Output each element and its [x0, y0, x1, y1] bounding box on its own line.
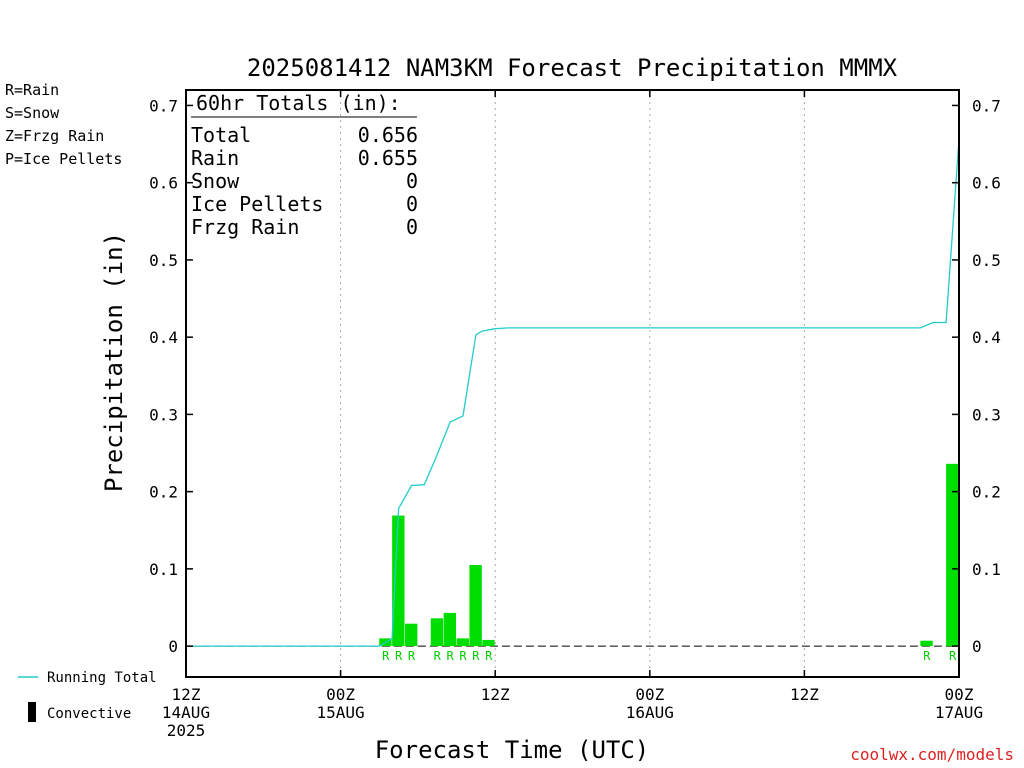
- ptype-marker: R: [446, 649, 454, 663]
- y-tick-label: 0.1: [149, 560, 178, 579]
- x-tick-label: 17AUG: [935, 703, 983, 722]
- totals-row-label: Total: [191, 123, 251, 147]
- totals-rows: Total 0.656 Rain 0.655 Snow 0 Ice Pellets 0 Frzg…: [191, 123, 418, 239]
- x-axis-title: Forecast Time (UTC): [375, 736, 650, 764]
- totals-row-value: 0: [406, 169, 418, 193]
- precip-bar: [482, 639, 495, 647]
- grid-lines: [340, 90, 805, 677]
- running-total-line-group: [186, 139, 960, 647]
- y-tick-label: 0.5: [149, 251, 178, 270]
- y-tick-label-right: 0.6: [972, 174, 1001, 193]
- credit-text: coolwx.com/models: [850, 745, 1014, 764]
- y-tick-label-right: 0.7: [972, 96, 1001, 115]
- ptype-legend-item: Z=Frzg Rain: [5, 127, 104, 145]
- x-tick-label: 2025: [167, 721, 206, 740]
- totals-row-value: 0: [406, 192, 418, 216]
- precip-bars: [379, 463, 959, 647]
- ptype-legend-item: S=Snow: [5, 104, 60, 122]
- x-tick-label: 14AUG: [162, 703, 210, 722]
- totals-row-value: 0.656: [358, 123, 418, 147]
- ptype-marker: R: [949, 649, 957, 663]
- plot-frame: [185, 89, 960, 678]
- precip-bar: [920, 640, 933, 647]
- y-axis-title: Precipitation (in): [100, 232, 128, 492]
- precip-bar: [469, 565, 482, 647]
- ptype-legend-item: R=Rain: [5, 81, 59, 99]
- precip-bar: [405, 623, 418, 647]
- ptype-legend: R=Rain S=Snow Z=Frzg Rain P=Ice Pellets: [5, 81, 122, 168]
- ptype-marker: R: [485, 649, 493, 663]
- x-tick-label: 12Z: [790, 685, 819, 704]
- y-tick-label-right: 0.3: [972, 405, 1001, 424]
- x-tick-label: 16AUG: [626, 703, 674, 722]
- ptype-marker: R: [395, 649, 403, 663]
- totals-row-label: Rain: [191, 146, 239, 170]
- totals-row-value: 0: [406, 215, 418, 239]
- ptype-marker: R: [382, 649, 390, 663]
- series-legend: Running Total Convective: [18, 670, 157, 722]
- x-tick-label: 00Z: [326, 685, 355, 704]
- ptype-legend-item: P=Ice Pellets: [5, 150, 122, 168]
- precip-bar: [430, 618, 444, 647]
- y-tick-label: 0.4: [149, 328, 178, 347]
- totals-header: 60hr Totals (in):: [196, 91, 401, 115]
- convective-legend-swatch: [28, 702, 36, 722]
- x-tick-label: 15AUG: [317, 703, 365, 722]
- totals-row-label: Snow: [191, 169, 240, 193]
- running-total-line: [186, 139, 960, 647]
- y-tick-label-right: 0.5: [972, 251, 1001, 270]
- precip-bar: [392, 515, 405, 647]
- x-tick-label: 12Z: [481, 685, 510, 704]
- y-tick-label: 0.7: [149, 96, 178, 115]
- x-tick-label: 00Z: [945, 685, 974, 704]
- ptype-marker: R: [923, 649, 931, 663]
- precip-bar: [443, 612, 457, 647]
- y-tick-label-right: 0: [972, 637, 982, 656]
- ptype-marker: R: [434, 649, 442, 663]
- ptype-marker: R: [459, 649, 467, 663]
- precip-bar: [946, 463, 959, 647]
- y-tick-label: 0: [168, 637, 178, 656]
- y-tick-label: 0.6: [149, 174, 178, 193]
- ptype-marker: R: [408, 649, 416, 663]
- y-tick-label-right: 0.1: [972, 560, 1001, 579]
- y-tick-label: 0.2: [149, 483, 178, 502]
- y-tick-label: 0.3: [149, 405, 178, 424]
- totals-box: 60hr Totals (in): Total 0.656 Rain 0.655 Sno…: [191, 91, 418, 239]
- totals-row-label: Frzg Rain: [191, 215, 299, 239]
- chart-title: 2025081412 NAM3KM Forecast Precipitation…: [247, 54, 898, 82]
- totals-row-label: Ice Pellets: [191, 192, 323, 216]
- x-tick-label: 12Z: [172, 685, 201, 704]
- ptype-marker: R: [472, 649, 480, 663]
- y-axis-ticks: 0 00.1 0.10.2 0.20.3 0.30.4 0.40.5 0.50.6 0.60.…: [149, 96, 1001, 656]
- precip-bar: [456, 638, 469, 647]
- convective-legend-label: Convective: [47, 706, 131, 722]
- x-tick-label: 00Z: [635, 685, 664, 704]
- running-total-legend-label: Running Total: [47, 670, 157, 686]
- y-tick-label-right: 0.4: [972, 328, 1001, 347]
- y-tick-label-right: 0.2: [972, 483, 1001, 502]
- totals-row-value: 0.655: [358, 146, 418, 170]
